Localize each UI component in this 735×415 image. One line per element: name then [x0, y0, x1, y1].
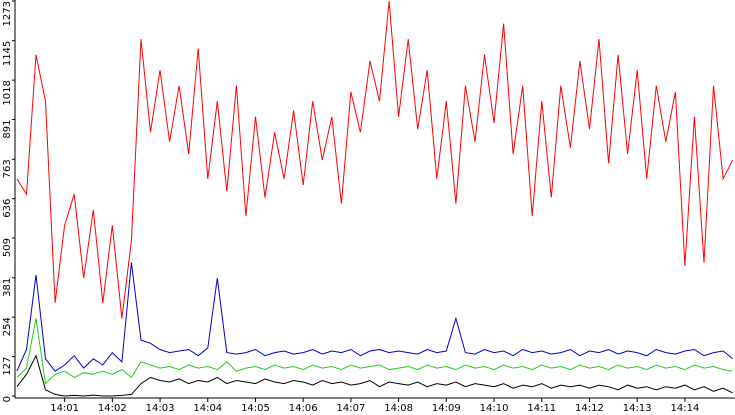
x-tick-label: 14:01	[50, 403, 79, 414]
x-tick-label: 14:02	[98, 403, 127, 414]
x-tick-label: 14:03	[146, 403, 175, 414]
x-tick-label: 14:14	[670, 403, 699, 414]
x-tick-label: 14:13	[623, 403, 652, 414]
y-tick-label: 509	[2, 238, 13, 257]
x-tick-label: 14:11	[527, 403, 556, 414]
y-tick-label: 1018	[2, 80, 13, 105]
series-line	[16, 354, 733, 397]
series-line	[16, 262, 733, 372]
y-tick-label: 636	[2, 199, 13, 218]
y-tick-label: 891	[2, 120, 13, 139]
y-tick-label: 254	[2, 317, 13, 336]
y-tick-label: 381	[2, 278, 13, 297]
x-tick-label: 14:12	[575, 403, 604, 414]
x-tick-label: 14:10	[480, 403, 509, 414]
x-tick-label: 14:05	[241, 403, 270, 414]
y-tick-label: 127	[2, 357, 13, 376]
series-line	[16, 318, 733, 385]
y-tick-label: 0	[2, 396, 13, 402]
x-tick-label: 14:09	[432, 403, 461, 414]
y-tick-label: 763	[2, 159, 13, 178]
y-tick-label: 1145	[2, 41, 13, 66]
x-tick-label: 14:04	[193, 403, 222, 414]
y-tick-label: 1273	[2, 1, 13, 26]
x-tick-label: 14:07	[336, 403, 365, 414]
series-line	[16, 0, 734, 319]
x-tick-label: 14:08	[384, 403, 413, 414]
x-tick-label: 14:06	[289, 403, 318, 414]
